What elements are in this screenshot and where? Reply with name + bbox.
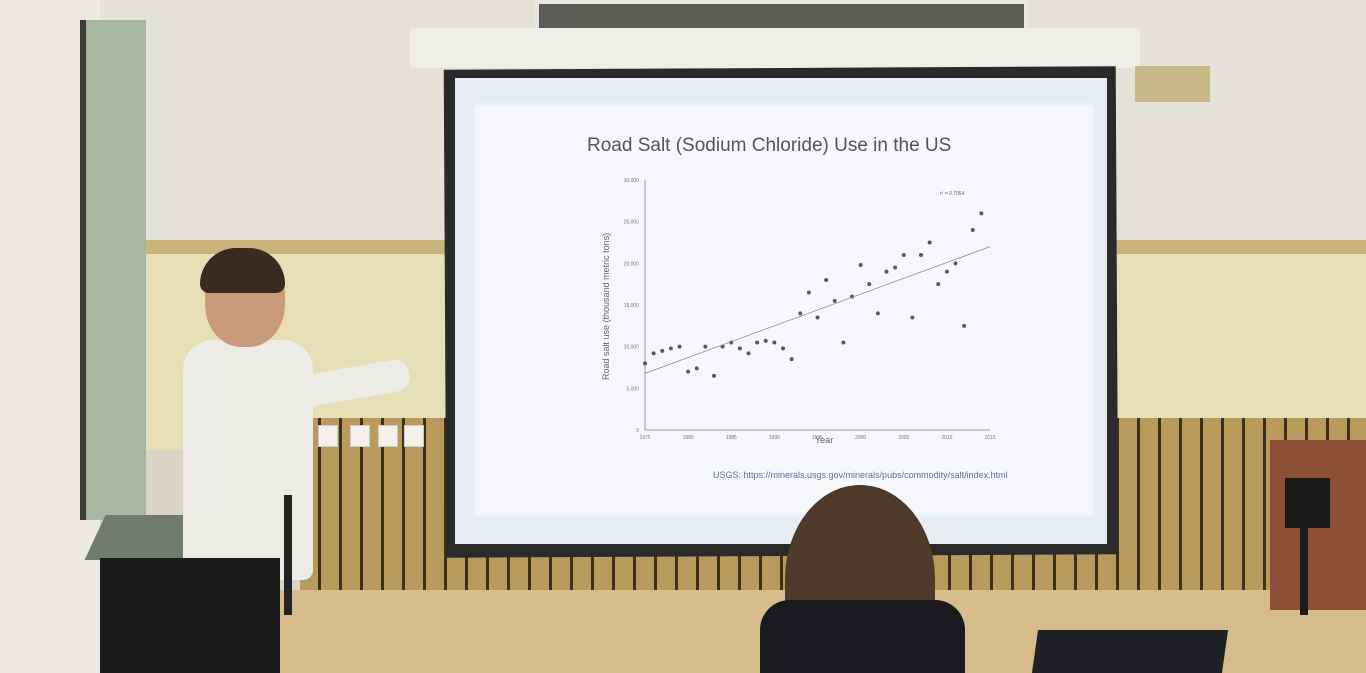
- data-point: [832, 298, 837, 303]
- y-tick-label: 10,000: [624, 345, 640, 351]
- x-tick-label: 1985: [726, 435, 737, 441]
- data-point: [703, 344, 708, 349]
- x-axis-label: Year: [815, 435, 834, 445]
- projected-slide: Road Salt (Sodium Chloride) Use in the U…: [475, 105, 1093, 515]
- data-point: [660, 348, 665, 353]
- data-point: [737, 346, 742, 351]
- chart-ticks: 0 5,000 10,000 15,000 20,000 25,000 30,000 1975…: [624, 178, 996, 441]
- chart-trendline: [644, 246, 991, 374]
- x-tick-label: 2010: [941, 435, 952, 441]
- y-tick-label: 0: [636, 428, 639, 434]
- data-point: [893, 265, 898, 270]
- data-point: [962, 323, 967, 328]
- x-tick-label: 1990: [769, 435, 780, 441]
- x-tick-label: 2005: [898, 435, 909, 441]
- data-point: [643, 361, 647, 366]
- data-point: [772, 340, 777, 345]
- data-point: [875, 311, 880, 316]
- data-point: [927, 240, 932, 245]
- y-tick-label: 25,000: [624, 220, 640, 226]
- data-point: [806, 290, 811, 295]
- data-point: [763, 338, 768, 343]
- chair: [1031, 630, 1229, 673]
- trendline: [644, 246, 991, 374]
- screen-bracket: [1135, 66, 1210, 102]
- data-point: [944, 269, 949, 274]
- y-tick-label: 30,000: [624, 178, 640, 184]
- data-point: [815, 315, 820, 320]
- presenter: [183, 340, 313, 580]
- wall-outlet: [404, 425, 424, 447]
- data-point: [884, 269, 889, 274]
- y-tick-label: 20,000: [624, 261, 640, 267]
- source-citation: USGS: https://minerals.usgs.gov/minerals…: [713, 470, 1008, 480]
- data-point: [901, 253, 906, 257]
- data-point: [686, 369, 691, 374]
- data-point: [712, 373, 716, 378]
- y-tick-label: 5,000: [626, 386, 639, 392]
- data-point: [677, 344, 682, 349]
- data-point: [841, 340, 846, 345]
- x-tick-label: 1975: [639, 435, 650, 441]
- y-axis-label: Road salt use (thousand metric tons): [601, 232, 611, 380]
- data-point: [919, 253, 923, 257]
- tripod: [1300, 525, 1308, 615]
- data-point: [755, 340, 760, 345]
- chart-points: [643, 211, 984, 378]
- x-tick-label: 1995: [812, 435, 823, 441]
- scatter-chart: 0 5,000 10,000 15,000 20,000 25,000 30,000 1975…: [624, 178, 996, 441]
- window: [80, 20, 146, 520]
- data-point: [910, 315, 915, 320]
- wall-outlet: [378, 425, 398, 447]
- x-tick-label: 2015: [984, 435, 995, 441]
- data-point: [720, 344, 725, 349]
- data-point: [858, 263, 863, 267]
- x-tick-label: 1980: [683, 435, 694, 441]
- video-camera: [1285, 478, 1330, 528]
- chart-axes: [644, 180, 990, 431]
- presenter-hair: [200, 248, 285, 293]
- data-point: [936, 282, 941, 287]
- data-point: [867, 282, 872, 287]
- data-point: [746, 351, 751, 356]
- wall-outlet: [350, 425, 370, 447]
- data-point: [953, 261, 958, 266]
- x-tick-label: 2000: [855, 435, 866, 441]
- data-point: [668, 346, 673, 351]
- data-point: [979, 211, 984, 216]
- microphone-stand: [284, 495, 292, 615]
- equation-label: r² = 0.7054: [940, 191, 965, 197]
- wall-outlet: [318, 425, 338, 447]
- data-point: [651, 351, 656, 356]
- data-point: [824, 278, 829, 282]
- laptop: [100, 558, 280, 673]
- data-point: [789, 357, 794, 362]
- y-tick-label: 15,000: [624, 303, 640, 309]
- data-point: [781, 346, 785, 351]
- screen-housing: [410, 28, 1140, 68]
- slide-title: Road Salt (Sodium Chloride) Use in the U…: [587, 135, 952, 156]
- audience-member: [760, 600, 965, 673]
- data-point: [970, 228, 975, 232]
- data-point: [694, 366, 699, 371]
- data-point: [798, 311, 803, 316]
